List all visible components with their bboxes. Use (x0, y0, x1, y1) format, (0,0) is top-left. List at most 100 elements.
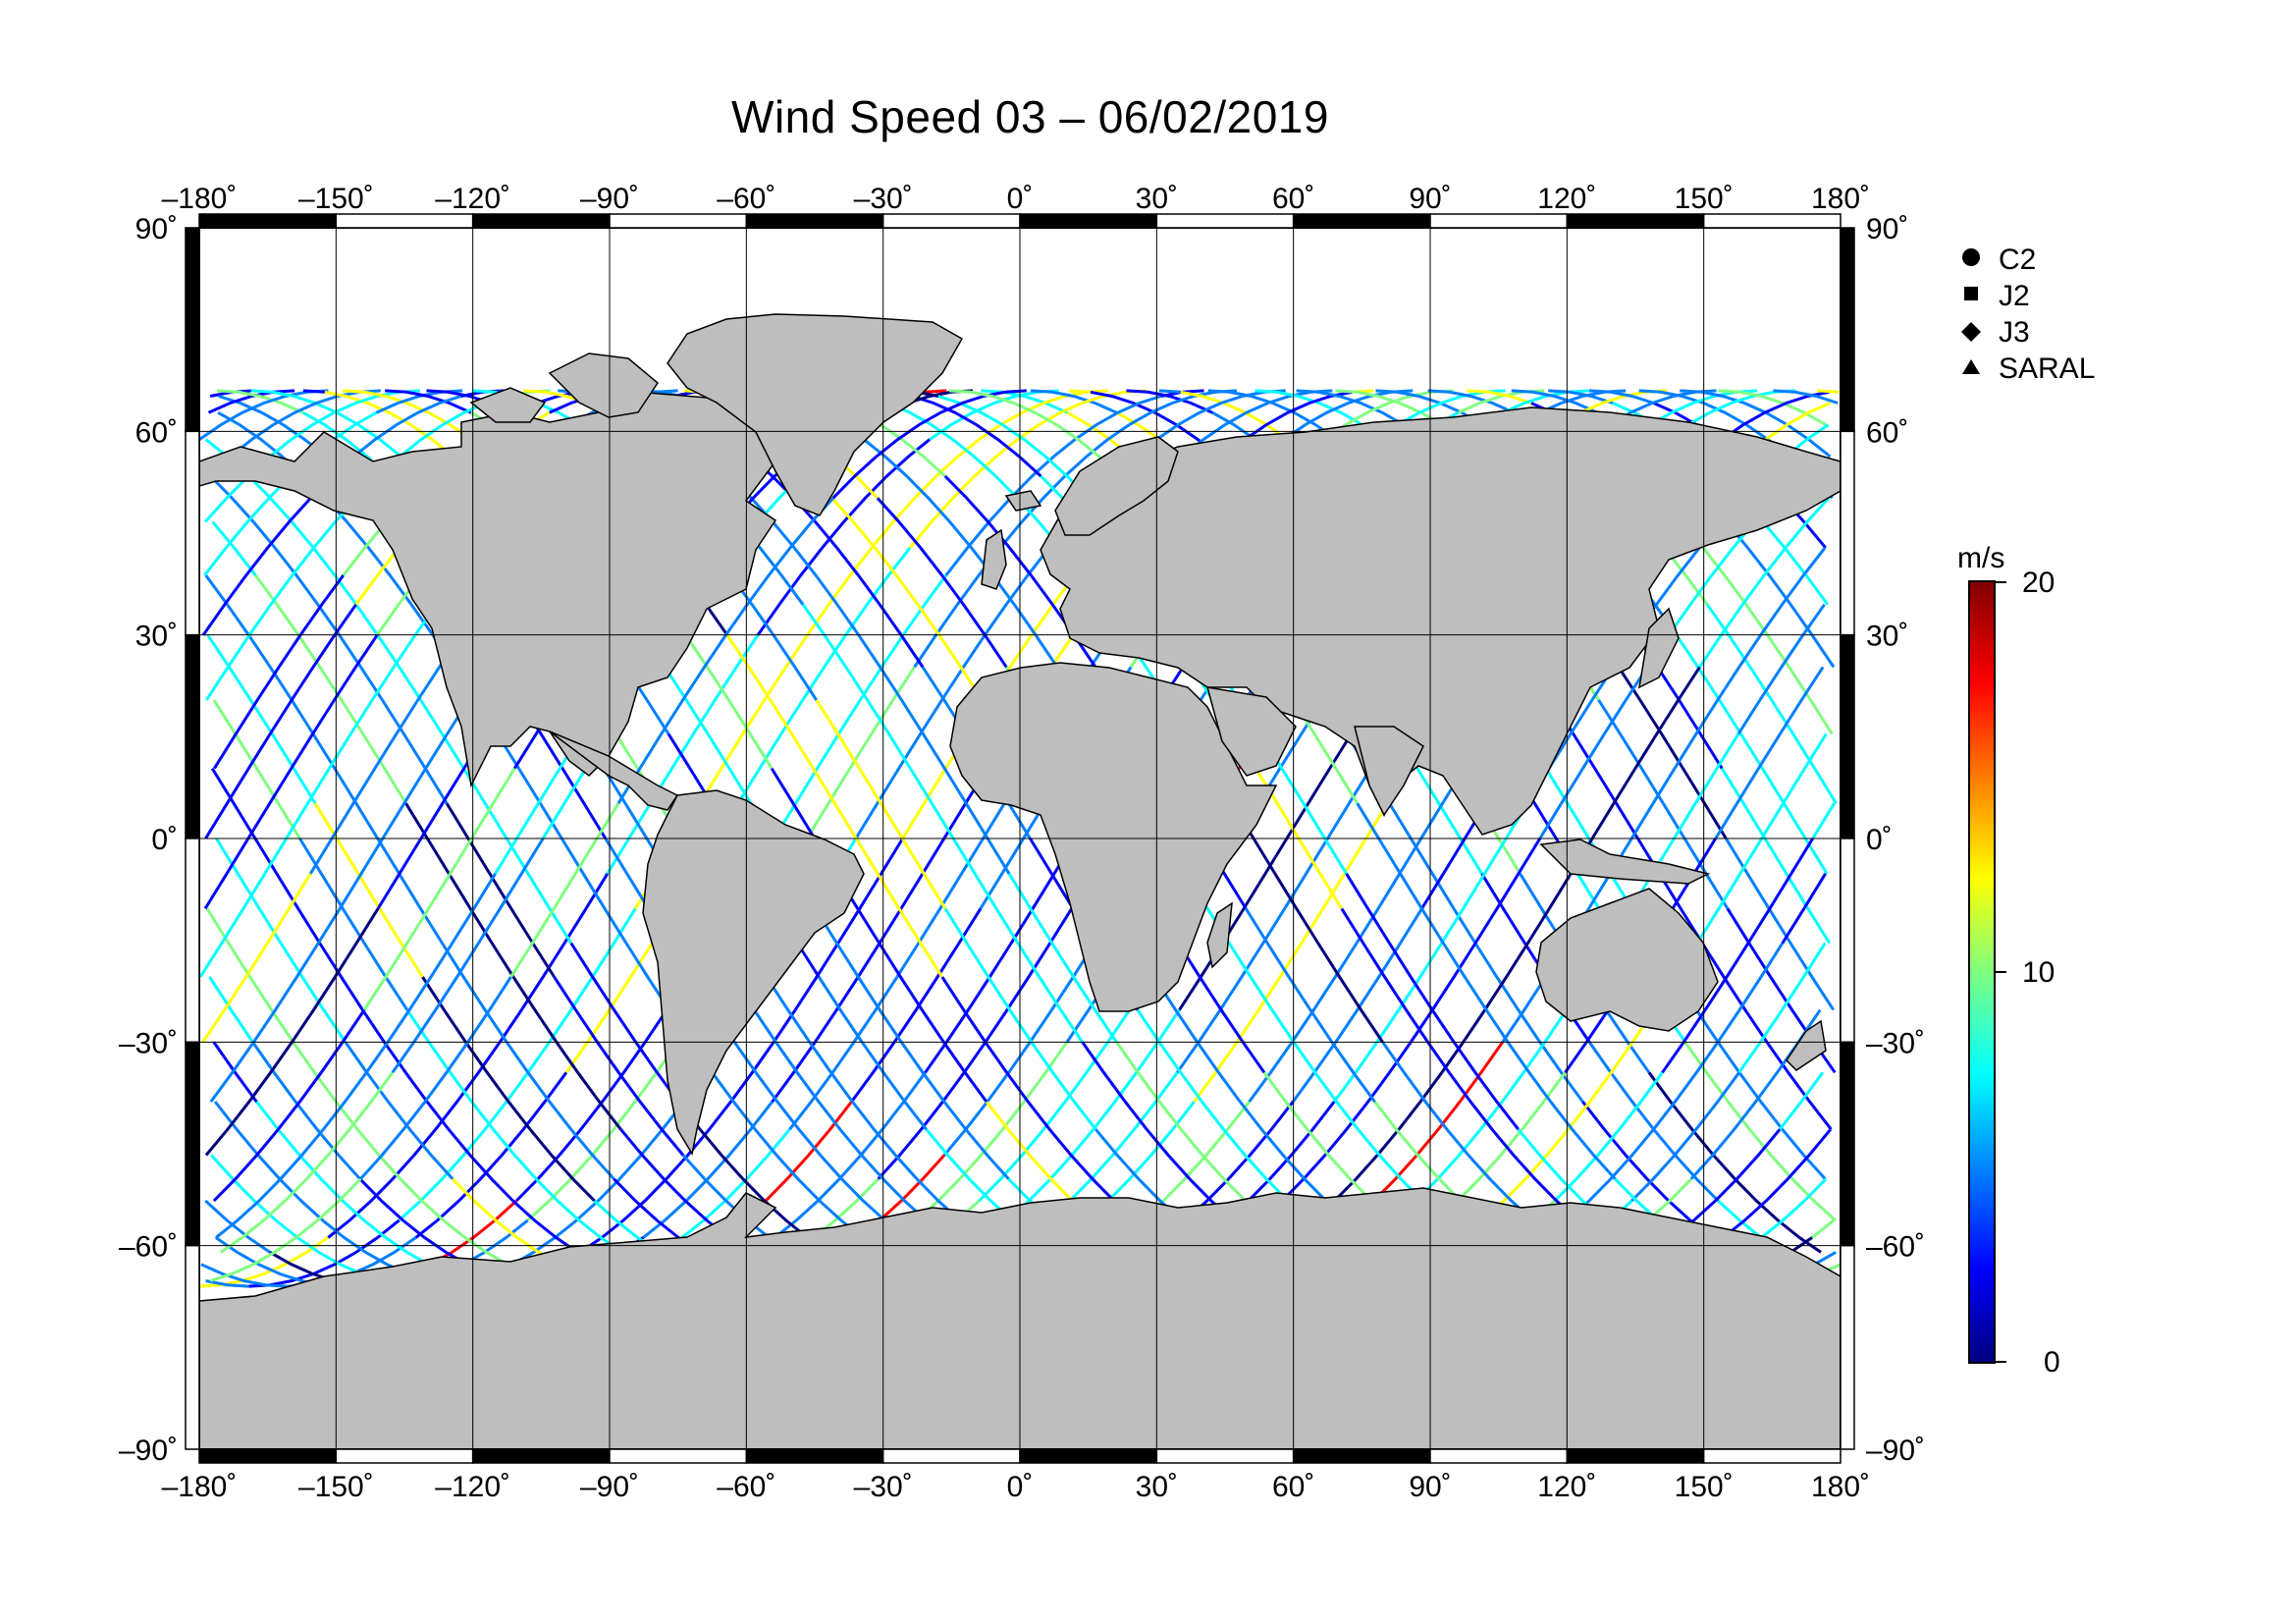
y-tick-label: 30˚ (1866, 621, 1908, 653)
x-tick-label: –60˚ (717, 1471, 775, 1503)
track-segment (1126, 389, 1213, 414)
land-new-zealand (1786, 1019, 1827, 1071)
track-segment (1345, 873, 1520, 1131)
border-segment (1566, 1448, 1705, 1464)
track-segment (204, 1199, 271, 1254)
x-tick-label: 120˚ (1537, 1471, 1596, 1503)
track-segment (1090, 390, 1221, 459)
colorbar-unit: m/s (1957, 542, 2004, 574)
border-segment (1429, 213, 1569, 229)
triangle-icon (1962, 359, 1980, 374)
track-segment (1004, 389, 1027, 394)
track-segment (419, 699, 573, 945)
track-segment (831, 390, 1006, 500)
track-segment (1588, 389, 1655, 405)
y-tick-label: –60˚ (119, 1231, 178, 1264)
track-segment (1068, 389, 1091, 394)
track-segment (215, 838, 347, 1043)
track-segment (1736, 603, 1826, 735)
border-segment (1840, 430, 1855, 636)
track-segment (1683, 1041, 1837, 1222)
track-segment (1020, 423, 1131, 523)
track-segment (205, 1279, 249, 1288)
track-segment (204, 603, 357, 839)
track-segment (1817, 389, 1840, 394)
track-segment (1381, 1041, 1534, 1222)
track-segment (206, 634, 317, 804)
border-segment (198, 1448, 338, 1464)
track-segment (1030, 389, 1118, 414)
x-tick-label: 180˚ (1811, 183, 1870, 215)
track-segment (344, 1041, 454, 1180)
track-segment (205, 907, 338, 1103)
y-tick-label: 90˚ (1866, 213, 1908, 245)
track-segment (1689, 1041, 1800, 1180)
y-tick-label: –60˚ (1866, 1231, 1925, 1264)
y-tick-label: –30˚ (119, 1027, 178, 1059)
border-segment (881, 1448, 1021, 1464)
track-segment (1714, 666, 1825, 839)
track-segment (909, 767, 1084, 1043)
border-segment (1292, 213, 1431, 229)
x-tick-label: –180˚ (162, 183, 238, 215)
border-segment (335, 213, 474, 229)
y-tick-label: 90˚ (135, 213, 178, 245)
x-tick-label: –120˚ (435, 1471, 510, 1503)
track-segment (1262, 1071, 1373, 1203)
y-tick-label: 60˚ (135, 416, 178, 449)
track-segment (1680, 389, 1832, 459)
track-segment (1356, 802, 1510, 1043)
border-segment (1702, 213, 1842, 229)
track-segment (215, 1071, 368, 1239)
border-segment (335, 1448, 474, 1464)
track-segment (226, 603, 379, 839)
track-segment (201, 497, 312, 636)
track-segment (327, 873, 610, 1239)
track-segment (793, 838, 904, 1011)
satellite-legend: C2 J2 J3 SARAL (1961, 243, 2095, 385)
track-segment (1725, 520, 1836, 669)
track-segment (1811, 802, 1836, 839)
circle-icon (1962, 248, 1980, 266)
track-segment (1158, 389, 1181, 394)
border-segment (471, 213, 611, 229)
track-segment (801, 603, 912, 770)
track-segment (212, 1041, 258, 1103)
track-segment (220, 1071, 395, 1254)
track-segment (1764, 402, 1831, 441)
track-segment (1661, 838, 1814, 1074)
border-segment (471, 1448, 611, 1464)
track-segment (1081, 1041, 1234, 1222)
x-tick-label: 60˚ (1272, 1471, 1314, 1503)
track-segment (250, 389, 359, 426)
x-tick-label: –90˚ (580, 183, 639, 215)
track-segment (1335, 389, 1379, 398)
track-segment (199, 767, 331, 978)
track-segment (201, 873, 312, 1043)
track-segment (978, 1041, 1110, 1203)
track-segment (302, 389, 325, 394)
border-segment (185, 227, 200, 433)
x-tick-label: –30˚ (854, 183, 913, 215)
track-segment (1548, 389, 1614, 405)
border-segment (185, 633, 200, 839)
y-tick-label: –30˚ (1866, 1027, 1925, 1059)
track-segment (1244, 907, 1376, 1103)
track-segment (1781, 873, 1827, 945)
land-south-america (642, 789, 865, 1157)
track-segment (725, 634, 944, 978)
border-segment (1019, 1448, 1158, 1464)
land-britain (981, 528, 1007, 590)
land-arctic-islands-2 (469, 387, 547, 423)
track-segment (606, 634, 760, 875)
track-segment (1184, 1101, 1295, 1222)
track-segment (445, 802, 556, 978)
legend-label-c2: C2 (1999, 243, 2036, 276)
x-tick-label: 180˚ (1811, 1471, 1870, 1503)
border-segment (1840, 633, 1855, 839)
legend-label-saral: SARAL (1999, 352, 2095, 385)
x-tick-label: 0˚ (1007, 183, 1034, 215)
x-tick-label: –180˚ (162, 1471, 238, 1503)
x-tick-label: –90˚ (580, 1471, 639, 1503)
track-segment (1561, 389, 1627, 405)
